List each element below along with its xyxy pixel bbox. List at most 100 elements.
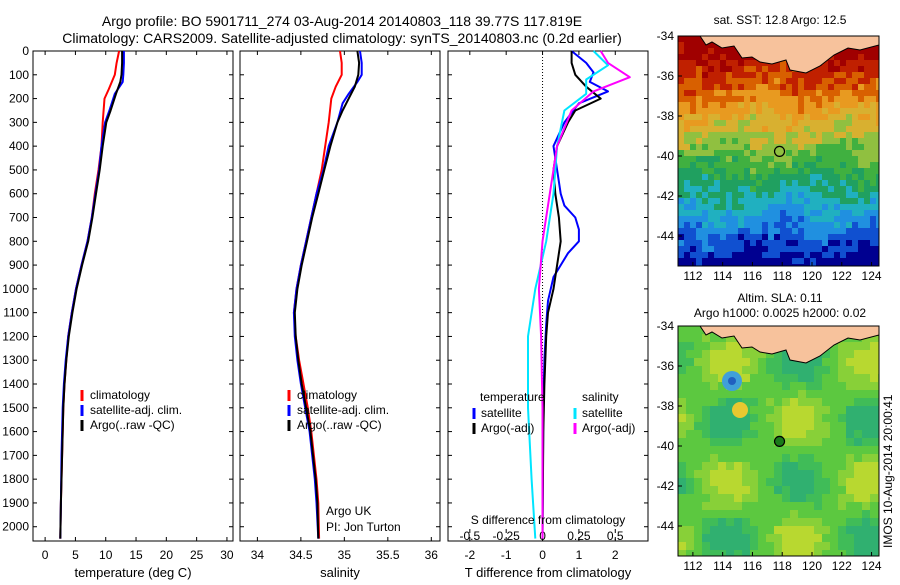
sst-cell [690, 138, 696, 144]
sst-cell [714, 156, 720, 162]
sst-cell [720, 186, 726, 192]
sla-cell [806, 430, 814, 438]
depth-tick-label: 1000 [2, 282, 29, 296]
sla-cell [790, 406, 798, 414]
sst-cell [774, 186, 780, 192]
sst-cell [708, 114, 714, 120]
sla-cell [870, 430, 878, 438]
sst-cell [732, 144, 738, 150]
sla-cell [694, 342, 702, 350]
sla-cell [678, 550, 686, 556]
sst-cell [840, 174, 846, 180]
sst-cell [720, 54, 726, 60]
sst-cell [864, 198, 870, 204]
sst-cell [774, 252, 780, 258]
sst-cell [762, 180, 768, 186]
sla-cell [790, 494, 798, 502]
sst-cell [876, 228, 879, 234]
sst-cell [834, 66, 840, 72]
sla-cell [702, 542, 710, 550]
sst-cell [870, 168, 876, 174]
sst-cell [750, 78, 756, 84]
sst-cell [750, 120, 756, 126]
sla-cell [734, 398, 742, 406]
sst-cell [732, 120, 738, 126]
sla-cell [830, 390, 838, 398]
sla-cell [726, 390, 734, 398]
sst-cell [762, 240, 768, 246]
sst-cell [816, 198, 822, 204]
sla-cell [814, 430, 822, 438]
sst-cell [834, 84, 840, 90]
sla-cell [830, 366, 838, 374]
sst-cell [756, 162, 762, 168]
sst-cell [768, 102, 774, 108]
sst-cell [744, 150, 750, 156]
sst-cell [720, 204, 726, 210]
sla-cell [870, 334, 878, 342]
sla-cell [782, 366, 790, 374]
sla-cell [830, 398, 838, 406]
sst-cell [840, 240, 846, 246]
sla-cell [862, 342, 870, 350]
sst-cell [732, 90, 738, 96]
sst-cell [768, 78, 774, 84]
sla-cell [734, 422, 742, 430]
sla-cell [782, 486, 790, 494]
sla-cell [854, 342, 862, 350]
sst-cell [786, 90, 792, 96]
sla-cell [678, 430, 686, 438]
sst-cell [696, 264, 702, 266]
sst-cell [822, 114, 828, 120]
sst-cell [876, 246, 879, 252]
sla-cell [686, 398, 694, 406]
sst-cell [702, 78, 708, 84]
sst-cell [708, 216, 714, 222]
sla-cell [686, 510, 694, 518]
sst-cell [690, 72, 696, 78]
sst-cell [738, 204, 744, 210]
sst-cell [804, 204, 810, 210]
sst-cell [696, 108, 702, 114]
sst-cell [828, 252, 834, 258]
sst-argo-marker [773, 145, 786, 157]
sla-cell [854, 454, 862, 462]
sst-cell [690, 204, 696, 210]
sst-cell [822, 78, 828, 84]
sst-cell [798, 168, 804, 174]
sst-cell [780, 72, 786, 78]
sla-cell [806, 422, 814, 430]
sst-cell [792, 216, 798, 222]
temperature-axis: 0 5 10 15 20 25 30 [42, 51, 234, 562]
sla-cell [766, 494, 774, 502]
sst-cell [702, 42, 708, 48]
sla-cell [814, 438, 822, 446]
sla-cell [686, 334, 694, 342]
sst-cell [816, 168, 822, 174]
sst-cell [690, 48, 696, 54]
sst-cell [708, 204, 714, 210]
sla-cell [806, 510, 814, 518]
sla-cell [854, 366, 862, 374]
sla-cell [806, 478, 814, 486]
sst-cell [732, 186, 738, 192]
sla-cell [870, 398, 878, 406]
sla-cell [758, 510, 766, 518]
sst-cell [726, 66, 732, 72]
sst-cell [738, 102, 744, 108]
sst-cell [870, 54, 876, 60]
sla-cell [814, 406, 822, 414]
sst-cell [684, 36, 690, 42]
sst-cell [810, 126, 816, 132]
sst-cell [684, 126, 690, 132]
sst-cell [678, 168, 684, 174]
sst-cell [816, 228, 822, 234]
sst-cell [774, 78, 780, 84]
sla-cell [678, 510, 686, 518]
sla-cell [790, 358, 798, 366]
sst-cell [804, 264, 810, 266]
sst-cell [822, 180, 828, 186]
sst-cell [852, 66, 858, 72]
sst-cell [714, 216, 720, 222]
sst-cell [810, 180, 816, 186]
